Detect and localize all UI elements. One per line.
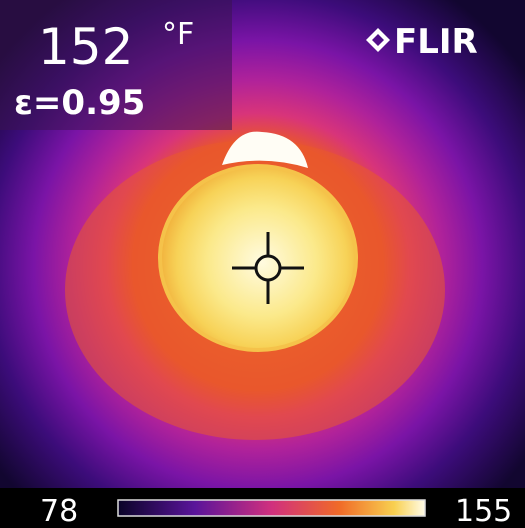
emissivity: ε=0.95 <box>14 83 145 123</box>
brand-logo <box>366 28 390 52</box>
hot-core <box>160 166 356 350</box>
temperature-reading: 152 <box>38 18 133 76</box>
core-rim <box>158 164 358 352</box>
scale-max: 155 <box>455 494 512 528</box>
scale-min: 78 <box>40 494 78 528</box>
brand-name: FLIR <box>394 22 478 62</box>
temperature-unit: °F <box>162 17 194 52</box>
readout-box <box>0 0 232 130</box>
crosshair <box>232 232 304 304</box>
color-scale-bar <box>117 499 426 517</box>
hot-spot <box>222 131 308 168</box>
